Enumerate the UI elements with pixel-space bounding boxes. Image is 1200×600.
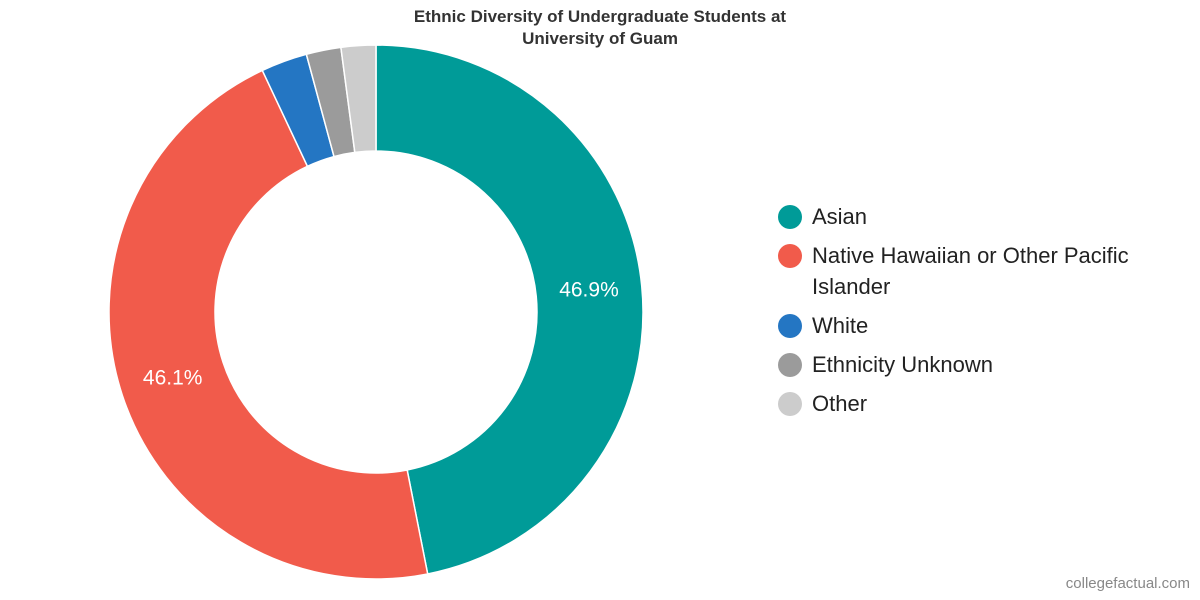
chart-title: Ethnic Diversity of Undergraduate Studen…: [290, 6, 910, 50]
legend-swatch-asian: [778, 205, 802, 229]
legend-label-other: Other: [812, 391, 868, 416]
legend-label-asian: Asian: [812, 204, 868, 229]
slice-asian: [375, 44, 644, 575]
legend: Asian Native Hawaiian or Other Pacific Is…: [778, 201, 1172, 427]
chart-title-line-2: University of Guam: [522, 29, 678, 48]
legend-item-white: White: [778, 310, 1172, 341]
donut-chart: 46.9% 46.1%: [108, 44, 644, 580]
watermark: collegefactual.com: [1065, 575, 1190, 592]
legend-label-ethnicity-unknown: Ethnicity Unknown: [812, 352, 993, 377]
legend-item-native-hawaiian-or-other-pacific-islander: Native Hawaiian or Other Pacific Islande…: [778, 240, 1172, 302]
legend-swatch-ethnicity-unknown: [778, 353, 802, 377]
legend-swatch-white: [778, 314, 802, 338]
legend-item-asian: Asian: [778, 201, 1172, 232]
data-label-native-hawaiian-or-other-pacific-islander: 46.1%: [143, 366, 203, 389]
legend-label-native-hawaiian-or-other-pacific-islander: Native Hawaiian or Other Pacific Islande…: [812, 243, 1129, 299]
legend-item-other: Other: [778, 388, 1172, 419]
legend-swatch-other: [778, 392, 802, 416]
legend-swatch-native-hawaiian-or-other-pacific-islander: [778, 244, 802, 268]
data-label-asian: 46.9%: [559, 279, 619, 302]
slice-native-hawaiian-or-other-pacific-islander: [108, 69, 429, 580]
slice-other: [340, 44, 377, 154]
legend-label-white: White: [812, 313, 869, 338]
chart-title-line-1: Ethnic Diversity of Undergraduate Studen…: [413, 7, 787, 26]
legend-item-ethnicity-unknown: Ethnicity Unknown: [778, 349, 1172, 380]
